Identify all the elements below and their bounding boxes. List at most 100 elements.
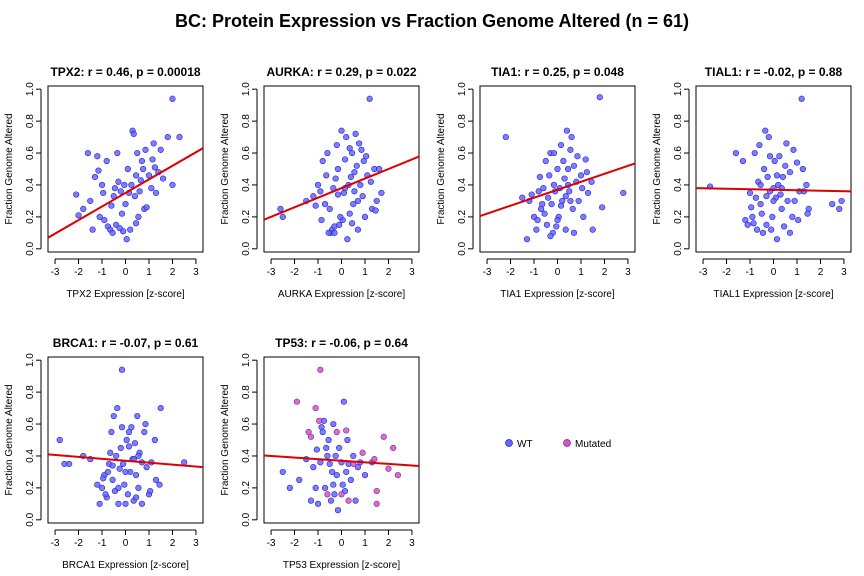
x-tick-label: 0 (555, 267, 561, 278)
data-point (768, 226, 775, 233)
data-point (131, 193, 138, 200)
data-point (329, 468, 336, 476)
data-point (140, 165, 147, 173)
data-point (533, 226, 540, 233)
x-tick-label: 0 (339, 538, 345, 549)
panel-title: AURKA: r = 0.29, p = 0.022 (266, 65, 416, 79)
x-tick-label: -2 (74, 538, 83, 549)
data-point (109, 462, 116, 469)
data-point (564, 165, 572, 173)
data-point (783, 140, 790, 147)
y-tick-label: 0.4 (673, 178, 684, 192)
data-point (334, 191, 342, 198)
x-tick-label: 2 (386, 538, 392, 549)
data-point (296, 476, 303, 484)
data-point (378, 189, 385, 197)
x-tick-label: 2 (386, 267, 392, 278)
y-tick-label: 1.0 (241, 82, 252, 96)
data-point (577, 172, 585, 179)
data-point (582, 156, 589, 163)
y-axis-label: Fraction Genome Altered (220, 113, 231, 224)
data-point (286, 484, 293, 491)
y-tick-label: 1.0 (673, 82, 684, 96)
x-tick-label: 0 (123, 538, 129, 549)
y-tick-label: 0.8 (25, 114, 36, 128)
data-point (562, 226, 569, 233)
data-point (84, 149, 92, 157)
scatter-panel-5: BRCA1: r = -0.07, p = 0.61 -3 -2 -1 0 1 2 3 0.0 0… (4, 336, 204, 571)
data-point (829, 201, 836, 208)
x-tick-label: 1 (362, 267, 368, 278)
x-tick-label: 3 (409, 267, 415, 278)
data-point (332, 175, 339, 182)
data-point (330, 481, 337, 488)
data-point (804, 210, 811, 217)
data-point (164, 133, 171, 141)
data-point (114, 149, 121, 157)
regression-line (696, 187, 851, 193)
x-tick-label: -3 (51, 267, 60, 278)
data-point (324, 149, 331, 157)
y-tick-label: 0.0 (25, 512, 36, 526)
data-point (148, 185, 155, 192)
data-point (751, 149, 758, 157)
x-axis-label: AURKA Expression [z-score] (278, 289, 405, 300)
data-point (337, 213, 344, 220)
data-point (574, 153, 581, 160)
y-tick-label: 0.0 (241, 241, 252, 255)
data-point (569, 205, 576, 213)
data-point (132, 220, 140, 227)
data-point (540, 185, 547, 192)
y-tick-label: 0.2 (25, 480, 36, 494)
data-point (575, 197, 582, 205)
scatter-panel-2: AURKA: r = 0.29, p = 0.022 -3 -2 -1 0 1 2 3 0.0 0… (220, 65, 420, 300)
data-point (372, 207, 379, 214)
legend-mutated-label: Mutated (575, 439, 611, 450)
x-tick-label: -1 (98, 267, 107, 278)
data-point (323, 444, 330, 452)
x-tick-label: 3 (193, 267, 199, 278)
y-tick-label: 1.0 (25, 353, 36, 367)
data-point (134, 149, 141, 157)
y-tick-label: 0.6 (25, 146, 36, 160)
data-point (838, 197, 845, 205)
regression-line (264, 454, 419, 468)
data-point (319, 157, 326, 165)
regression-line (48, 147, 203, 239)
data-point (107, 449, 114, 456)
x-tick-label: -2 (506, 267, 515, 278)
data-point (757, 181, 764, 189)
data-point (145, 172, 153, 179)
legend-wt-marker (505, 439, 513, 447)
y-tick-label: 0.6 (241, 417, 252, 431)
x-tick-label: -1 (314, 267, 323, 278)
data-point (557, 202, 565, 209)
data-point (793, 159, 801, 166)
data-point (108, 428, 115, 436)
scatter-panel-3: TIA1: r = 0.25, p = 0.048 -3 -2 -1 0 1 2 3 0.0 0.… (436, 65, 636, 300)
data-point-mutated (359, 449, 366, 456)
data-point (757, 201, 764, 208)
data-point (336, 444, 343, 452)
data-point (350, 452, 357, 460)
data-point-mutated (373, 487, 380, 495)
data-point (108, 202, 115, 209)
data-point (761, 165, 768, 173)
x-tick-label: 1 (794, 267, 800, 278)
x-tick-label: -1 (314, 538, 323, 549)
data-point (159, 175, 167, 182)
data-point (776, 153, 783, 160)
panel-title: TP53: r = -0.06, p = 0.64 (275, 336, 408, 350)
data-point (354, 464, 362, 471)
data-point (120, 460, 127, 468)
data-point (773, 236, 781, 243)
data-point (56, 436, 63, 444)
data-point (331, 229, 338, 236)
data-point (566, 188, 573, 195)
data-point (310, 464, 317, 471)
data-point (779, 173, 786, 181)
x-axis-label: TIAL1 Expression [z-score] (713, 289, 833, 300)
data-point (151, 436, 158, 444)
x-tick-label: 3 (841, 267, 847, 278)
